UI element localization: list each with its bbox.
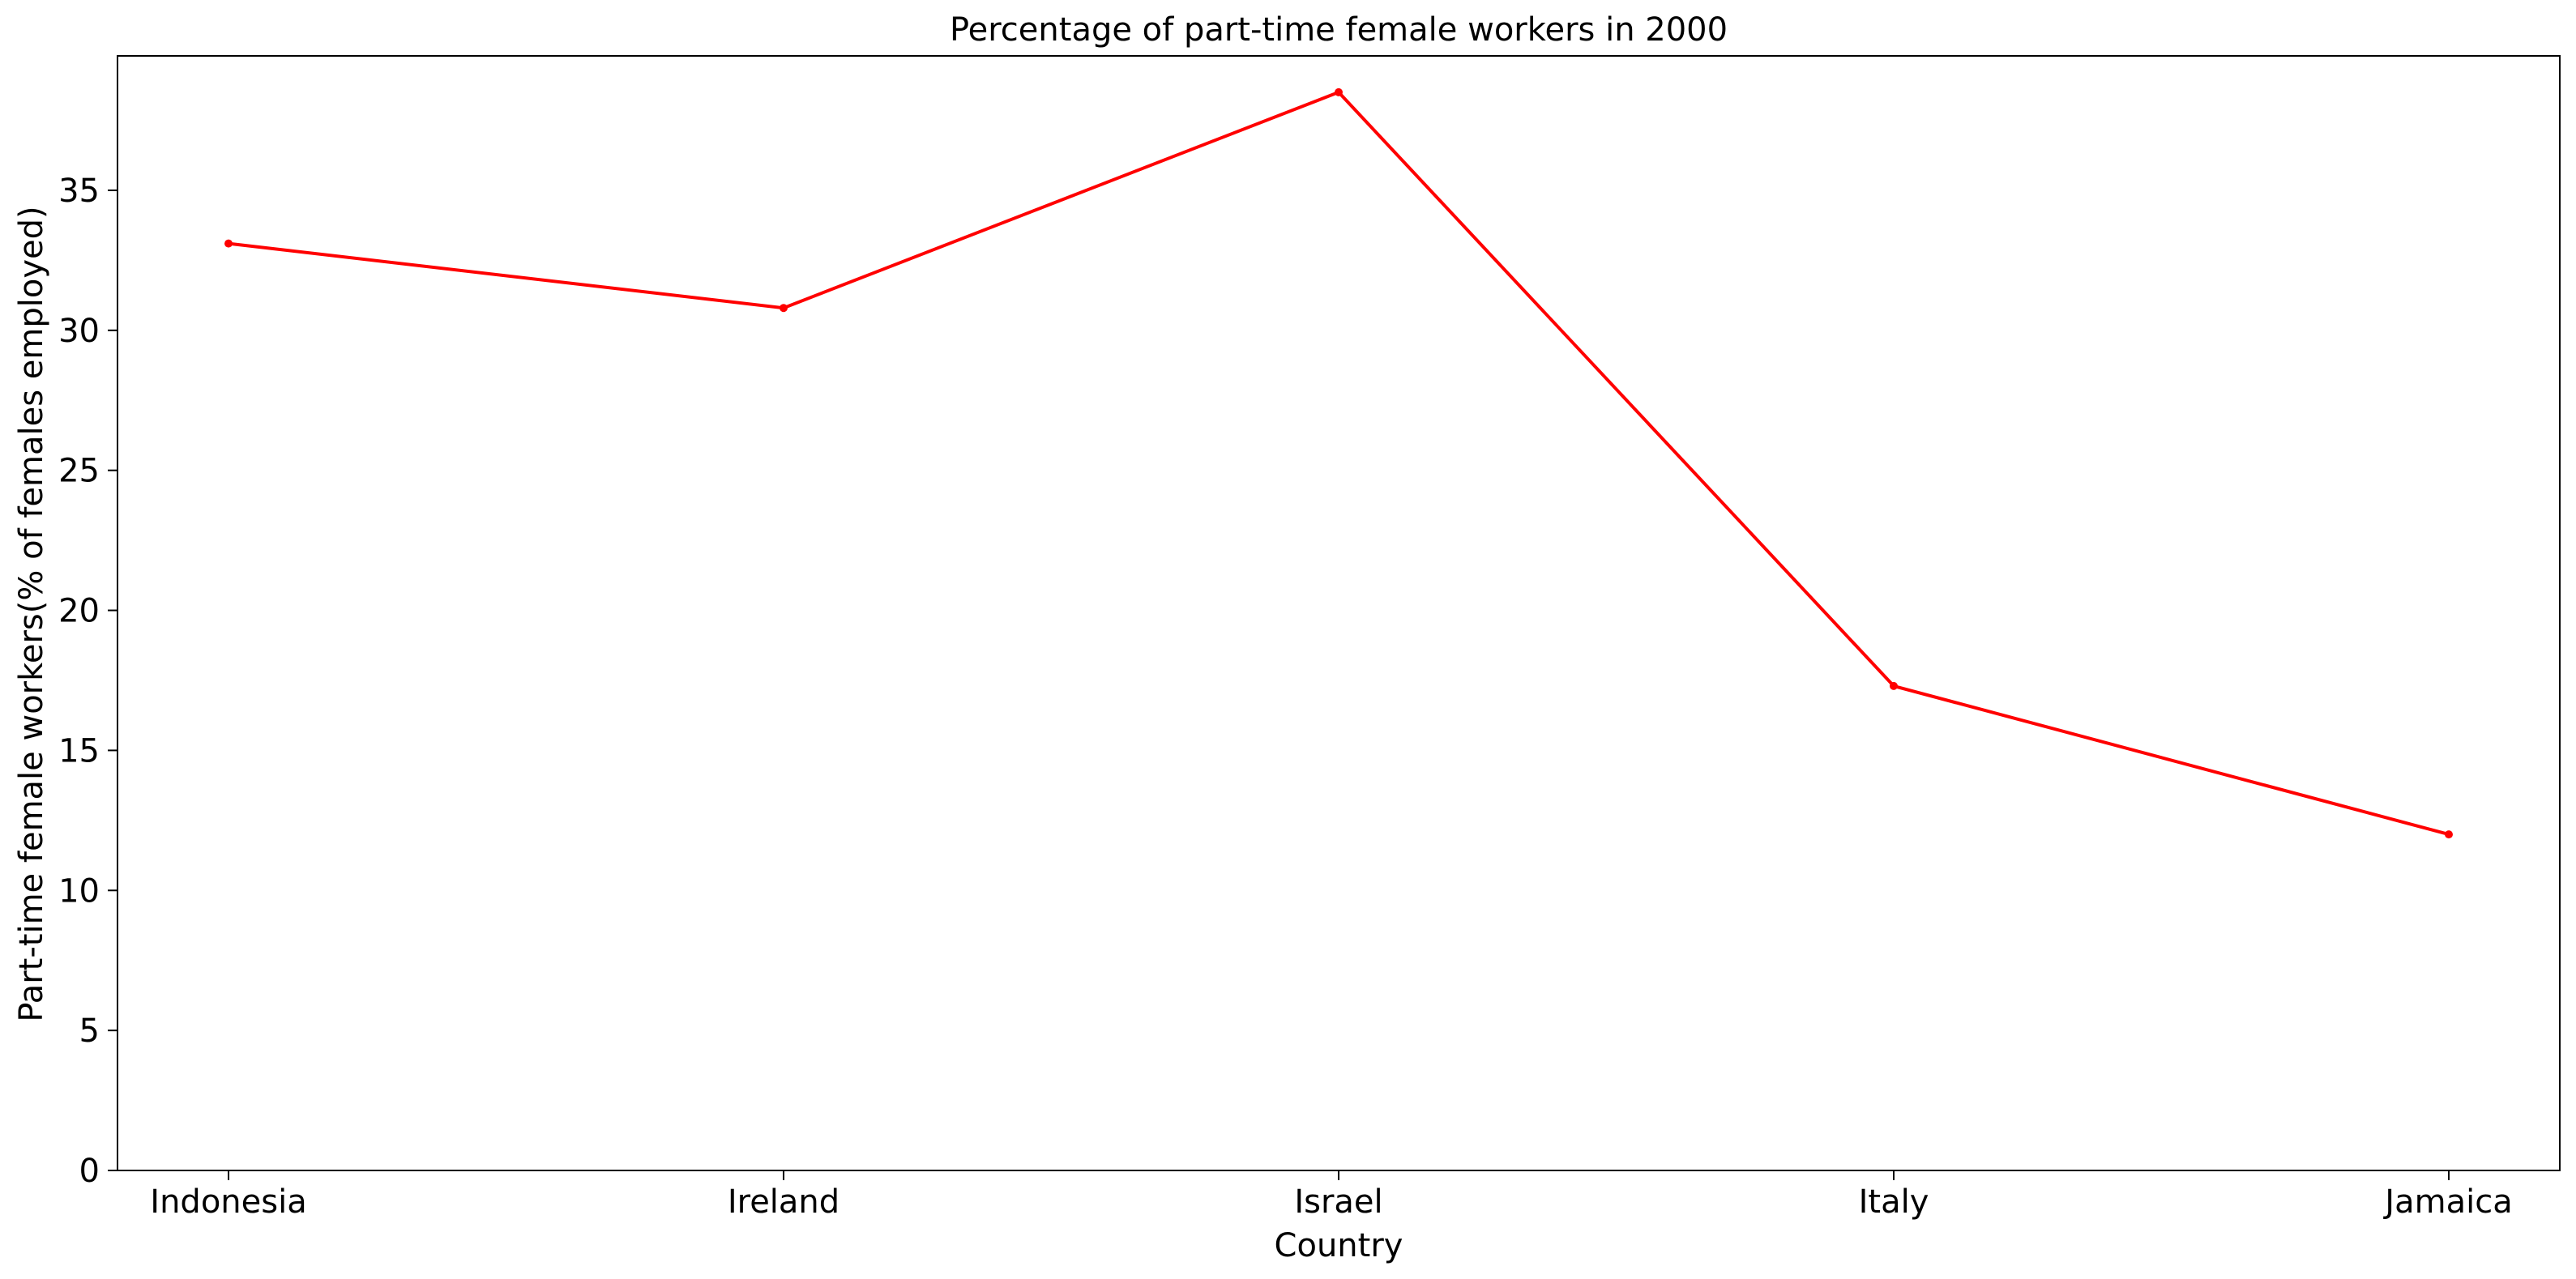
chart-title: Percentage of part-time female workers i…	[950, 11, 1728, 49]
y-axis-label: Part-time female workers(% of females em…	[13, 206, 50, 1021]
x-tick-label: Israel	[1294, 1183, 1382, 1221]
y-tick-label: 15	[58, 732, 100, 770]
x-tick-label: Italy	[1859, 1183, 1929, 1221]
y-tick-label: 20	[58, 593, 100, 630]
y-tick-label: 5	[79, 1013, 100, 1050]
x-axis-label: Country	[1275, 1227, 1403, 1264]
data-point	[2445, 830, 2453, 839]
y-axis: 0 5 10 15 20 25 30 35	[58, 173, 117, 1190]
x-axis: Indonesia Ireland Israel Italy Jamaica	[150, 1170, 2513, 1221]
y-tick-label: 30	[58, 313, 100, 350]
x-tick-label: Indonesia	[150, 1183, 306, 1221]
data-point	[780, 304, 788, 313]
x-tick-label: Jamaica	[2382, 1183, 2512, 1221]
y-tick-label: 10	[58, 872, 100, 910]
x-tick-label: Ireland	[728, 1183, 839, 1221]
data-point	[224, 239, 233, 248]
data-point	[1335, 87, 1343, 96]
y-tick-label: 25	[58, 453, 100, 490]
y-tick-label: 0	[79, 1153, 100, 1190]
data-point	[1890, 681, 1898, 690]
y-tick-label: 35	[58, 173, 100, 210]
